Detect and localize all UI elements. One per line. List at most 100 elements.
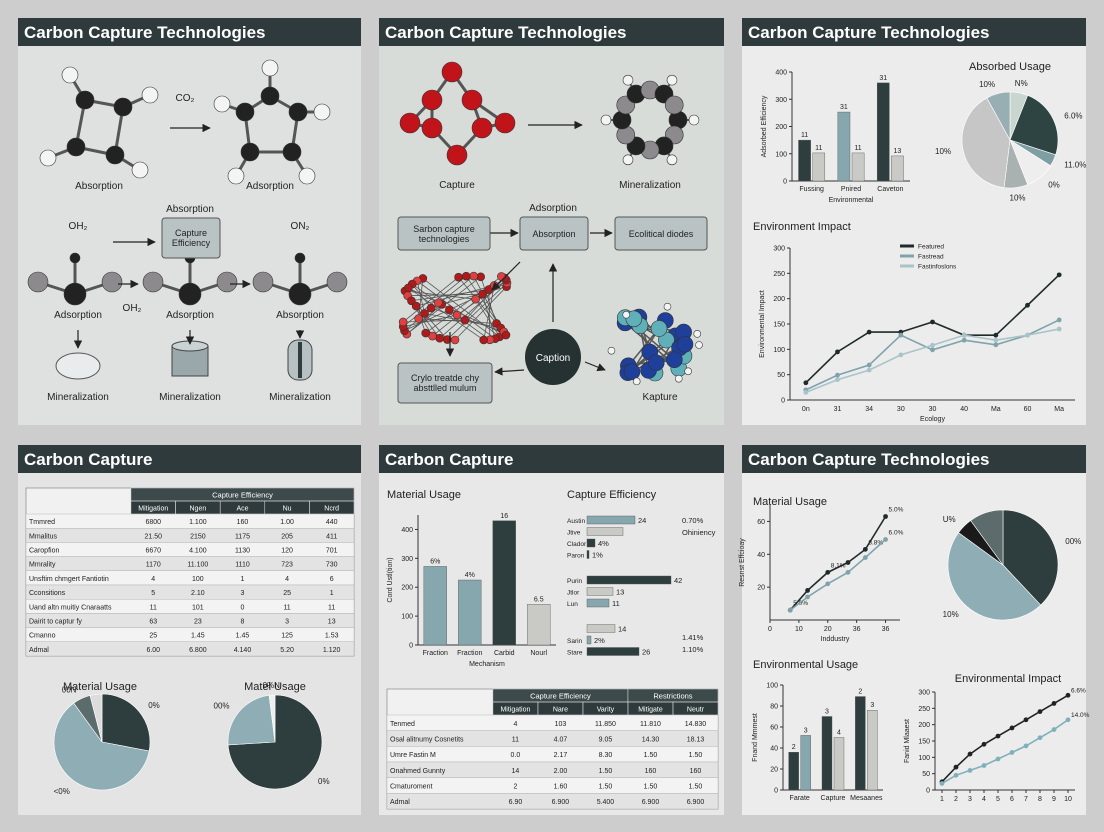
node xyxy=(525,329,581,385)
pie-slice xyxy=(101,693,151,752)
column-header: Neutr xyxy=(687,707,705,714)
x-tick-label: 40 xyxy=(960,406,968,413)
point xyxy=(993,332,999,338)
pie-label: 0%N xyxy=(263,681,281,690)
atom xyxy=(298,167,316,185)
bond xyxy=(446,282,508,340)
bar-label: 13 xyxy=(894,148,902,155)
diagram-box xyxy=(397,216,491,251)
y-axis-title: Fanid Mlaaest xyxy=(904,719,911,763)
bar xyxy=(891,155,904,182)
x-tick-label: 1 xyxy=(940,796,944,803)
atom xyxy=(454,272,463,282)
y-tick-label: 0 xyxy=(926,788,930,795)
bond xyxy=(402,276,459,323)
chart-title: Environmental Usage xyxy=(753,659,858,671)
diagram-label: Kapture xyxy=(642,392,677,403)
bar-label: 4 xyxy=(837,730,841,737)
table-row xyxy=(386,777,719,794)
bar-label: 16 xyxy=(500,513,508,520)
table-cell: 14.830 xyxy=(685,721,707,728)
note: 0.70% xyxy=(682,516,704,525)
point xyxy=(1025,302,1030,308)
row-label: Osal alitnumy Cosnetits xyxy=(390,737,464,744)
y-axis-title: Cord Ustl(tion) xyxy=(387,557,394,602)
table-cell: 8.30 xyxy=(599,752,613,759)
atom xyxy=(131,161,149,179)
bond xyxy=(418,278,424,319)
point xyxy=(803,390,809,395)
point xyxy=(1009,750,1015,755)
y-tick-label: 60 xyxy=(770,725,778,732)
row-label: Uand altn muitiy Cnaraatts xyxy=(29,604,112,611)
arrow xyxy=(491,261,521,291)
x-tick-label: 0 xyxy=(768,626,772,633)
point xyxy=(862,555,868,560)
table-cell: 25 xyxy=(283,590,291,597)
table-cell: 1.50 xyxy=(599,784,613,791)
point xyxy=(866,367,872,373)
atom xyxy=(666,74,678,86)
atom xyxy=(650,320,668,337)
y-tick-label: Stare xyxy=(567,650,583,657)
table-cell: 723 xyxy=(281,562,293,569)
atom xyxy=(676,335,694,353)
bar xyxy=(837,111,851,182)
bar xyxy=(586,527,624,536)
pie-label: 0% xyxy=(1048,181,1060,190)
y-tick-label: 0 xyxy=(774,788,778,795)
table-cell: 63 xyxy=(149,619,157,626)
atom xyxy=(622,310,631,319)
diagram-label: Adsorption xyxy=(529,203,577,214)
table-cell: 1.60 xyxy=(554,784,568,791)
atom xyxy=(39,149,57,167)
y-tick-label: 50 xyxy=(922,771,930,778)
x-tick-label: 8 xyxy=(1038,796,1042,803)
column-header: Nare xyxy=(553,707,568,714)
point xyxy=(862,546,868,552)
chart-title: Matel Usage xyxy=(244,681,306,693)
atom xyxy=(501,330,511,340)
diagram-label: OH₂ xyxy=(69,221,88,232)
atom xyxy=(478,289,487,299)
panel-header xyxy=(18,445,361,473)
y-tick-label: Jtive xyxy=(567,530,581,537)
bar-label: 2% xyxy=(594,636,605,645)
table-cell: 4.140 xyxy=(234,647,252,654)
bar xyxy=(586,538,596,548)
x-tick-label: Fraction xyxy=(457,650,482,657)
point-label: 5.0% xyxy=(889,507,904,514)
table-cell: 100 xyxy=(192,576,204,583)
table-cell: 1.00 xyxy=(280,519,294,526)
x-tick-label: 30 xyxy=(897,406,905,413)
pie-label: 10% xyxy=(943,610,959,619)
bond xyxy=(418,318,497,324)
table-cell: 4 xyxy=(151,576,155,583)
panel-header xyxy=(379,18,724,46)
atom xyxy=(313,103,331,121)
table-cell: 3 xyxy=(241,590,245,597)
note: Ohiniency xyxy=(682,528,716,537)
y-tick-label: 60 xyxy=(757,519,765,526)
bond xyxy=(404,309,450,332)
box-label: Sarbon capture technologies xyxy=(413,223,475,244)
pie-slice xyxy=(970,509,1004,566)
table-cell: 11 xyxy=(283,604,290,611)
bond xyxy=(403,319,465,323)
table-cell: 730 xyxy=(326,562,338,569)
table-cell: 1.50 xyxy=(689,752,703,759)
bar xyxy=(821,716,833,791)
point xyxy=(866,329,872,335)
legend-label: Fastinfoslons xyxy=(918,264,957,271)
y-tick-label: 100 xyxy=(918,755,930,762)
line xyxy=(789,516,887,611)
diagram-label: OH₂ xyxy=(123,303,142,314)
table-cell: 5 xyxy=(151,590,155,597)
chart-title: Material Usage xyxy=(753,496,827,508)
table-row xyxy=(25,584,355,600)
table-cell: 440 xyxy=(326,519,338,526)
panel-title: Carbon Capture Technologies xyxy=(748,450,990,469)
y-tick-label: 300 xyxy=(918,690,930,697)
atom xyxy=(63,282,87,306)
point xyxy=(805,594,810,600)
